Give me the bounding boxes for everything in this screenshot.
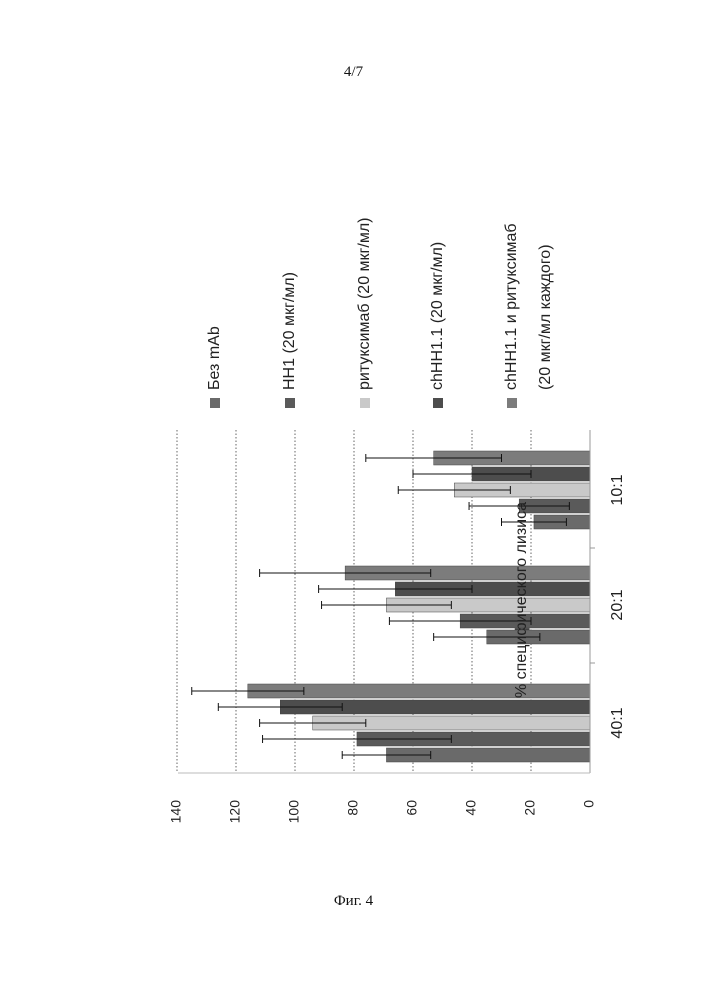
legend-swatch (507, 398, 517, 408)
legend-label: chHH1.1 и ритуксимаб (503, 223, 520, 390)
legend-swatch (360, 398, 370, 408)
y-tick-label: 120 (227, 800, 243, 824)
y-axis-title: % специфического лизиса (513, 502, 530, 698)
category-label: 40:1 (609, 707, 626, 738)
y-tick-label: 40 (463, 800, 479, 816)
y-tick-label: 0 (581, 800, 597, 808)
legend: Без mAb HH1 (20 мкг/мл) ритуксимаб (20 мкг… (206, 218, 554, 408)
y-tick-label: 140 (168, 800, 184, 824)
figure-caption: Фиг. 4 (333, 893, 374, 909)
legend-label: Без mAb (206, 326, 223, 390)
bars (247, 450, 591, 763)
y-tick-label: 100 (286, 800, 302, 824)
y-tick-label: 20 (522, 800, 538, 816)
legend-swatch (285, 398, 295, 408)
legend-label: ритуксимаб (20 мкг/мл) (356, 218, 373, 390)
error-bars (191, 454, 570, 759)
y-tick-label: 80 (345, 800, 361, 816)
legend-swatch (433, 398, 443, 408)
category-label: 20:1 (609, 589, 626, 620)
legend-label: (20 мкг/мл каждого) (537, 244, 554, 390)
legend-label: chHH1.1 (20 мкг/мл) (429, 242, 446, 390)
page-number: 4/7 (343, 64, 364, 80)
legend-label: HH1 (20 мкг/мл) (281, 272, 298, 390)
axes: 0 20 40 60 80 100 120 140 40:1 20:1 10:1 % специфич… (168, 430, 626, 824)
category-label: 10:1 (609, 474, 626, 505)
y-tick-label: 60 (404, 800, 420, 816)
legend-swatch (210, 398, 220, 408)
